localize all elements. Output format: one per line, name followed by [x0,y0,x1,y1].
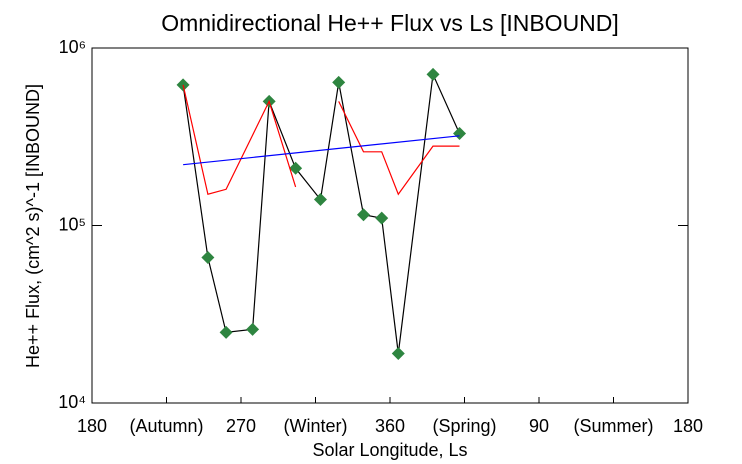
data-point [357,208,371,222]
x-tick-label: 180 [673,416,703,436]
x-tick-label: 360 [375,416,405,436]
x-tick-label: (Winter) [284,416,348,436]
data-point [375,211,389,225]
y-axis-label: He++ Flux, (cm^2 s)^-1 [INBOUND] [23,84,43,368]
x-tick-label: (Autumn) [129,416,203,436]
data-point [201,251,215,265]
y-tick-label: 10⁴ [58,392,86,412]
data-point [219,325,233,339]
chart-title: Omnidirectional He++ Flux vs Ls [INBOUND… [161,10,619,36]
data-point [332,75,346,89]
x-tick-label: 180 [77,416,107,436]
x-tick-label: 90 [529,416,549,436]
data-point [426,67,440,81]
x-tick-label: 270 [226,416,256,436]
data-point [246,322,260,336]
x-tick-label: (Summer) [574,416,654,436]
x-tick-label: (Spring) [432,416,496,436]
y-tick-label: 10⁶ [59,37,86,57]
data-point [391,347,405,361]
data-point [289,161,303,175]
y-tick-label: 10⁵ [59,214,86,234]
data-point [176,78,190,92]
series-line [183,135,460,166]
data-point [313,193,327,207]
x-axis-label: Solar Longitude, Ls [312,440,467,460]
series-line [182,84,460,196]
